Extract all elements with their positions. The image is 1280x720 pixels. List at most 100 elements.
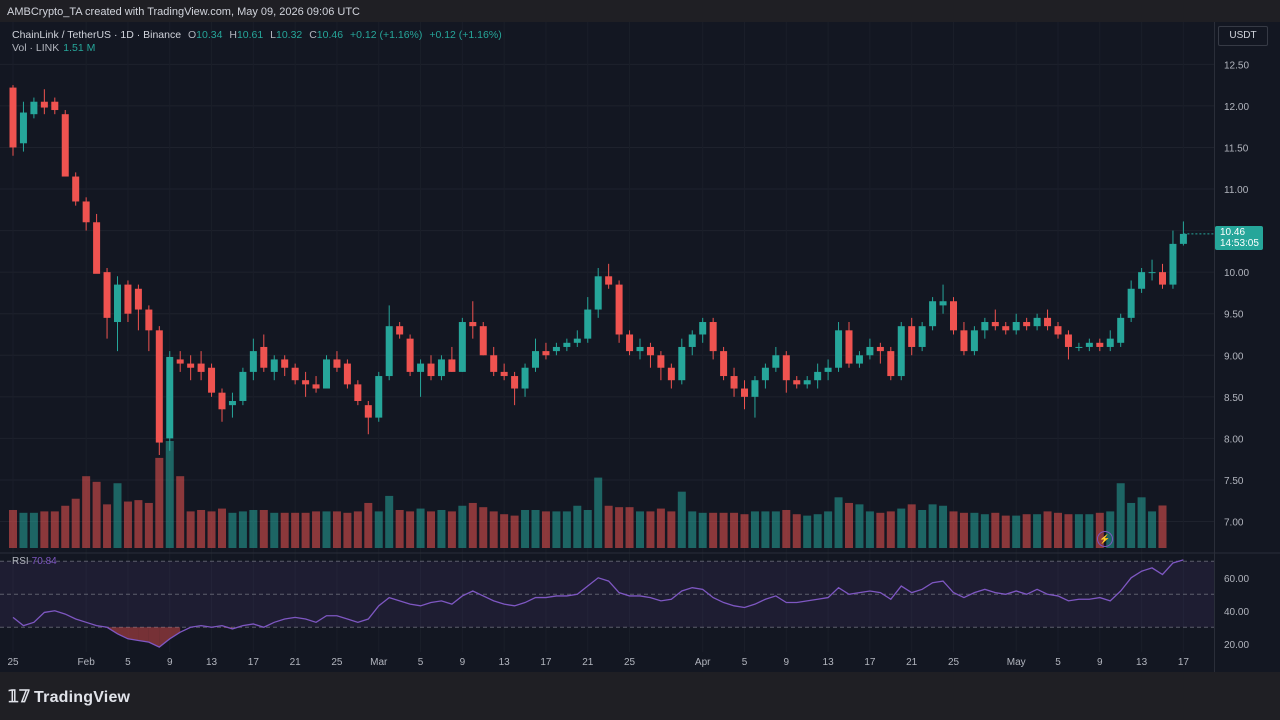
rsi-oversold-fill	[159, 627, 170, 648]
volume-bar	[280, 512, 289, 548]
volume-bar	[9, 509, 17, 548]
time-tick-label: Apr	[695, 657, 711, 668]
candle-body	[876, 346, 884, 352]
candle-body	[458, 322, 466, 372]
volume-bar	[92, 481, 101, 548]
last-price-value: 10.46	[1220, 227, 1246, 238]
candle-body	[239, 371, 247, 401]
volume-bar	[688, 511, 697, 548]
candle-body	[396, 326, 404, 335]
volume-bar	[312, 511, 321, 548]
tradingview-logo[interactable]: 𝟙𝟟 TradingView	[8, 687, 130, 707]
time-tick-label: 21	[290, 657, 302, 668]
candle-body	[814, 371, 822, 381]
time-tick-label: 21	[582, 657, 594, 668]
candle-body	[218, 392, 226, 410]
price-tick-label: 8.50	[1224, 393, 1244, 404]
currency-button[interactable]: USDT	[1218, 26, 1268, 46]
volume-bar	[886, 511, 895, 548]
volume-bar	[521, 509, 530, 548]
candle-body	[741, 388, 748, 397]
candle-body	[1033, 317, 1041, 327]
candle-body	[187, 363, 195, 368]
time-tick-label: Feb	[78, 657, 96, 668]
time-tick-label: 5	[1055, 657, 1061, 668]
volume-bar	[238, 511, 247, 548]
candle-body	[761, 367, 769, 381]
volume-bar	[845, 502, 853, 548]
volume-bar	[562, 511, 571, 548]
candle-body	[918, 326, 926, 347]
time-tick-label: 5	[742, 657, 748, 668]
candle-body	[385, 326, 393, 377]
candle-body	[991, 322, 999, 327]
volume-bar	[103, 504, 112, 548]
time-tick-label: 13	[1136, 657, 1148, 668]
symbol-legend: ChainLink / TetherUS · 1D · Binance O10.…	[12, 29, 502, 42]
change-value-2: +0.12 (+1.16%)	[429, 29, 502, 41]
candle-body	[375, 376, 383, 418]
volume-bar	[332, 511, 341, 548]
low-label: L	[270, 29, 276, 41]
chart-pane[interactable]	[0, 22, 1214, 672]
volume-bar	[698, 512, 707, 548]
candle-body	[260, 346, 268, 368]
low-value: 10.32	[276, 29, 303, 41]
candle-body	[1106, 338, 1114, 347]
time-tick-label: 5	[125, 657, 131, 668]
rsi-legend: RSI 70.84	[12, 556, 57, 567]
volume-bar	[353, 511, 362, 548]
volume-bar	[1022, 514, 1031, 548]
candle-body	[772, 355, 780, 368]
volume-bar	[416, 508, 425, 548]
open-value: 10.34	[196, 29, 223, 41]
candle-body	[1096, 342, 1104, 347]
rsi-oversold-fill	[148, 627, 160, 648]
candle-body	[479, 326, 487, 356]
price-axis[interactable]	[1214, 22, 1280, 672]
volume-bar	[228, 512, 237, 548]
volume-bar	[500, 514, 509, 548]
candle-body	[636, 346, 644, 352]
volume-bar	[1012, 515, 1021, 548]
candle-body	[103, 272, 111, 318]
volume-bar	[1054, 512, 1062, 548]
candle-body	[208, 367, 216, 393]
time-tick-label: 21	[906, 657, 918, 668]
volume-bar	[541, 511, 550, 548]
time-tick-label: 17	[248, 657, 260, 668]
volume-bar	[186, 511, 195, 548]
volume-bar	[1095, 512, 1104, 548]
rsi-tick-label: 20.00	[1224, 640, 1249, 651]
candle-body	[626, 334, 634, 352]
volume-bar	[771, 511, 780, 548]
volume-bar	[970, 512, 979, 548]
close-label: C	[309, 29, 317, 41]
volume-bar	[1116, 483, 1125, 548]
candle-body	[114, 284, 121, 323]
time-tick-label: 13	[823, 657, 835, 668]
candle-body	[855, 355, 863, 364]
price-tick-label: 7.50	[1224, 476, 1244, 487]
rsi-oversold-fill	[127, 627, 139, 641]
candle-body	[406, 338, 414, 372]
credit-text: AMBCrypto_TA created with TradingView.co…	[7, 6, 360, 18]
candle-body	[469, 322, 477, 327]
lightning-icon[interactable]: ⚡	[1097, 531, 1113, 547]
candle-body	[1169, 243, 1177, 285]
volume-bar	[197, 509, 206, 548]
symbol-title[interactable]: ChainLink / TetherUS · 1D · Binance	[12, 29, 182, 41]
time-tick-label: 13	[206, 657, 218, 668]
candle-body	[1064, 334, 1072, 347]
candle-body	[803, 380, 811, 385]
candle-body	[835, 330, 843, 368]
candle-body	[709, 322, 717, 352]
candle-body	[824, 367, 832, 372]
candle-body	[437, 359, 445, 377]
chart-svg[interactable]: 12.5012.0011.5011.0010.5010.009.509.008.…	[0, 22, 1280, 672]
price-tick-label: 8.00	[1224, 434, 1244, 445]
candle-body	[333, 359, 341, 368]
time-tick-label: 9	[784, 657, 790, 668]
time-tick-label: 25	[624, 657, 636, 668]
candle-body	[134, 288, 142, 310]
